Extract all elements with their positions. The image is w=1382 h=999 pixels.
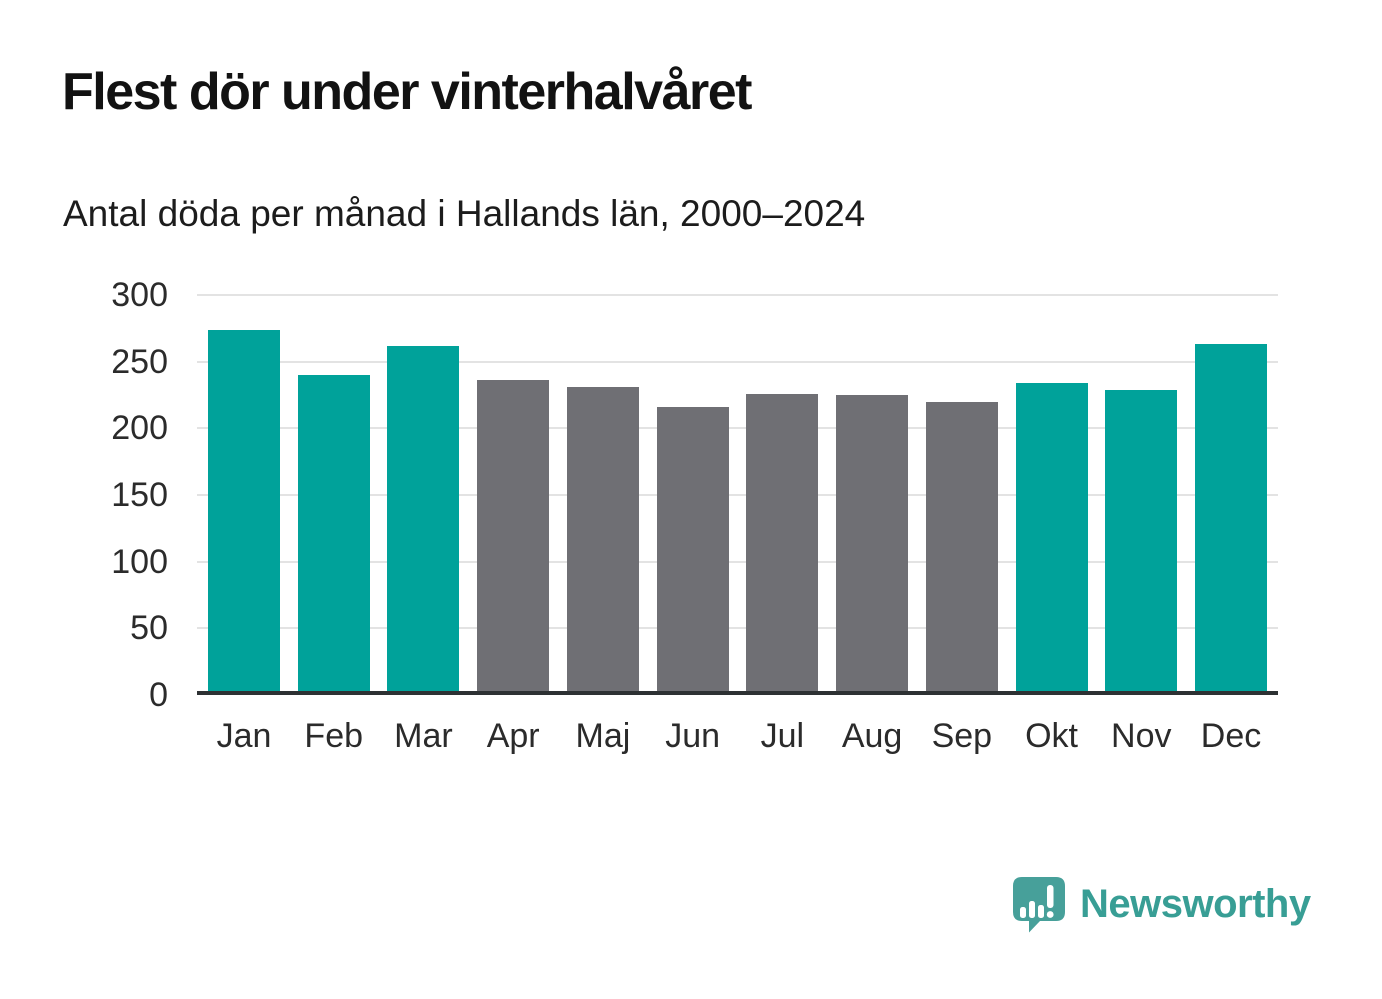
y-tick-label-0: 0	[149, 676, 168, 714]
x-axis-labels: Jan Feb Mar Apr Maj Jun Jul Aug Sep Okt Nov Dec	[197, 714, 1278, 764]
x-label-nov: Nov	[1111, 717, 1172, 755]
bar-jan	[208, 329, 280, 693]
bar-apr	[477, 380, 550, 693]
y-tick-label-100: 100	[111, 542, 168, 581]
chart-title: Flest dör under vinterhalvåret	[62, 63, 752, 121]
gridline-150	[197, 494, 1278, 496]
bar-maj	[566, 387, 639, 693]
y-tick-label-200: 200	[111, 409, 168, 448]
bar-sep	[925, 401, 998, 693]
x-label-jan: Jan	[216, 717, 272, 755]
x-axis-line	[197, 691, 1278, 695]
gridline-100	[197, 560, 1278, 563]
y-tick-label-300: 300	[111, 276, 168, 314]
gridline-250	[197, 360, 1278, 363]
x-label-sep: Sep	[931, 717, 993, 755]
bar-jul	[746, 393, 819, 693]
bar-okt	[1015, 383, 1088, 693]
plot-area	[197, 294, 1278, 695]
x-label-feb: Feb	[304, 717, 364, 755]
brand-name: Newsworthy	[1080, 882, 1311, 926]
newsworthy-logo-icon	[1013, 877, 1065, 933]
x-label-okt: Okt	[1025, 717, 1078, 755]
brand-footer: Newsworthy	[1012, 876, 1311, 933]
y-tick-label-250: 250	[111, 342, 168, 381]
chart-subtitle: Antal döda per månad i Hallands län, 200…	[63, 193, 866, 234]
gridline-300	[197, 294, 1278, 296]
y-tick-label-150: 150	[111, 476, 168, 514]
gridline-200	[197, 427, 1278, 430]
y-axis-labels: 0 50 100 150 200 250 300	[0, 276, 168, 714]
y-tick-label-50: 50	[130, 609, 168, 648]
x-label-jul: Jul	[760, 717, 805, 755]
x-label-dec: Dec	[1200, 717, 1262, 755]
bar-jun	[656, 407, 729, 693]
bar-nov	[1105, 389, 1178, 693]
bar-dec	[1195, 344, 1267, 693]
bar-mar	[387, 345, 460, 693]
x-label-aug: Aug	[841, 717, 903, 755]
bar-feb	[297, 375, 370, 693]
gridline-50	[197, 627, 1278, 630]
x-label-maj: Maj	[575, 717, 631, 755]
x-label-jun: Jun	[665, 717, 721, 755]
bar-aug	[836, 395, 909, 693]
x-label-apr: Apr	[486, 717, 540, 755]
x-label-mar: Mar	[394, 717, 453, 755]
